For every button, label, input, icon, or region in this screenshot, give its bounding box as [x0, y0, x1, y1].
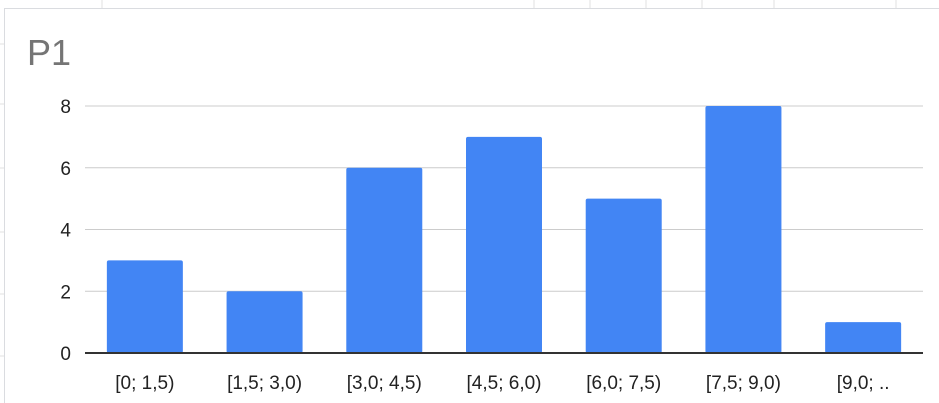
x-tick-label: [9,0; .. — [837, 373, 890, 394]
y-tick-label: 6 — [60, 159, 71, 180]
bar — [106, 260, 183, 353]
x-tick-label: [7,5; 9,0) — [706, 373, 781, 394]
x-tick-label: [4,5; 6,0) — [467, 373, 542, 394]
chart-card[interactable]: P1 0 2 4 6 8 [0; 1,5) [1,5; 3,0) [3,0; 4,5) [4,5… — [4, 8, 939, 403]
bar — [825, 322, 902, 353]
y-tick-label: 2 — [60, 282, 71, 303]
bar — [346, 167, 423, 353]
x-tick-label: [3,0; 4,5) — [347, 373, 422, 394]
bar — [226, 291, 303, 353]
chart-title: P1 — [27, 32, 72, 73]
x-tick-label: [0; 1,5) — [115, 373, 174, 394]
bar — [466, 136, 542, 353]
bar — [705, 106, 782, 353]
y-tick-label: 4 — [60, 221, 71, 242]
x-tick-label: [6,0; 7,5) — [586, 373, 661, 394]
x-tick-label: [1,5; 3,0) — [227, 373, 302, 394]
y-tick-label: 0 — [60, 344, 71, 365]
bar-chart: 0 2 4 6 8 [0; 1,5) [1,5; 3,0) [3,0; 4,5) [4,5; 6… — [60, 97, 923, 394]
bar — [585, 198, 662, 353]
y-tick-label: 8 — [60, 97, 71, 118]
